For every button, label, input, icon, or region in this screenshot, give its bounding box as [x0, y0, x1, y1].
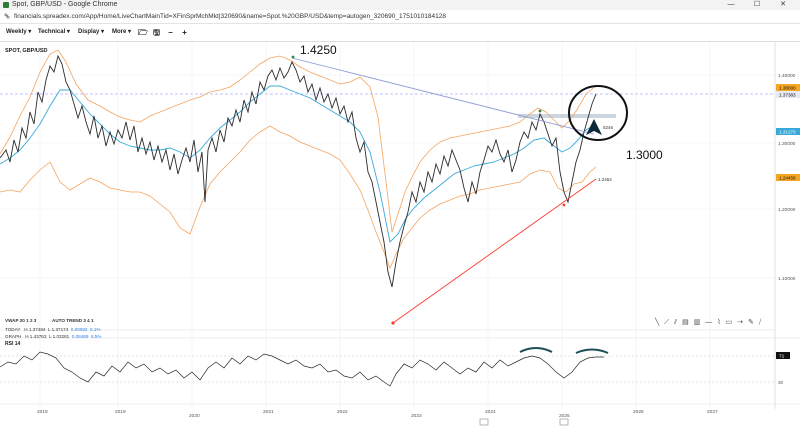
y-axis-label: 1.40000 — [778, 73, 796, 79]
fib-tool-icon[interactable]: ▤ — [682, 319, 689, 326]
menu-display[interactable]: Display ▾ — [78, 29, 105, 35]
folder-open-icon[interactable]: 🗁 — [138, 28, 148, 37]
rsi-arc-1 — [519, 347, 553, 353]
annotation-arrow: 5246 — [603, 125, 614, 130]
lower-badge — [776, 174, 800, 181]
menu-weekly[interactable]: Weekly ▾ — [6, 29, 32, 35]
bollinger-upper — [0, 49, 597, 233]
trend-level-label: 1.2464 — [598, 177, 612, 182]
menu-technical[interactable]: Technical ▾ — [38, 29, 70, 35]
rsi-value-badge — [776, 352, 790, 359]
minimize-icon[interactable]: — — [727, 1, 735, 8]
svg-text:1.37383: 1.37383 — [779, 93, 796, 98]
window-title-bar: Spot, GBP/USD - Google Chrome — ☐ ✕ — [0, 0, 800, 10]
hline-tool-icon[interactable]: — — [705, 319, 713, 326]
support-trendline — [392, 178, 597, 324]
swing-marker — [538, 109, 542, 113]
x-axis-label: 2027 — [707, 409, 718, 415]
x-axis-label: 2021 — [263, 409, 274, 415]
bollinger-lower — [0, 125, 597, 270]
last-price-badge — [776, 91, 800, 98]
svg-text:1.38000: 1.38000 — [779, 86, 796, 91]
pencil-tool-icon[interactable]: ✎ — [748, 319, 754, 326]
rsi-series — [0, 351, 604, 387]
legend-row-today: TODAY H 1.37484 L 1.37174 0.00082 0.1% — [5, 327, 101, 332]
calendar-icon[interactable] — [559, 418, 569, 426]
url-text[interactable]: financials.spreadex.com/App/Home/LiveCha… — [14, 13, 446, 20]
plus-icon[interactable]: + — [182, 28, 187, 37]
trend-anchor-mid — [562, 203, 566, 207]
measure-tool-icon[interactable]: ▥ — [693, 319, 701, 326]
x-axis-label: 2023 — [411, 413, 422, 419]
rsi-axis-label: 30 — [778, 380, 784, 385]
rsi-arc-2 — [575, 348, 609, 354]
highlight-circle — [568, 85, 628, 141]
legend-autotrend[interactable]: AUTO TREND 3 4 1 — [52, 318, 94, 323]
y-axis-label: 1.20000 — [778, 207, 796, 213]
rsi-label: RSI 14 — [5, 341, 21, 347]
svg-text:71: 71 — [779, 354, 785, 360]
x-axis-label: 2026 — [633, 409, 644, 415]
svg-text:1.24458: 1.24458 — [779, 176, 796, 181]
window-title: Spot, GBP/USD - Google Chrome — [12, 1, 118, 8]
channel-tool-icon[interactable]: ⫽ — [674, 319, 678, 326]
app-icon — [3, 2, 9, 8]
annotation-level: 1.3000 — [626, 148, 663, 162]
x-axis-label: 2024 — [485, 409, 496, 415]
x-axis-label: 2020 — [189, 413, 200, 419]
line-tool-icon[interactable]: ╲ — [655, 319, 660, 326]
close-icon[interactable]: ✕ — [780, 1, 786, 8]
x-axis-label: 2018 — [37, 409, 48, 415]
y-axis-label: 1.30000 — [778, 141, 796, 147]
x-axis-label: 2025 — [559, 413, 570, 419]
x-axis-label: 2022 — [337, 409, 348, 415]
rect-tool-icon[interactable]: ▭ — [725, 319, 733, 326]
legend-vwap[interactable]: VWAP 20 1 2 3 — [5, 318, 37, 323]
arrow-tool-icon[interactable]: ⇢ — [737, 319, 744, 326]
resistance-zone — [518, 114, 616, 118]
path-tool-icon[interactable]: ⌇ — [717, 319, 721, 326]
up-arrow-icon — [586, 119, 602, 135]
site-info-icon[interactable] — [4, 13, 10, 19]
delete-tool-icon[interactable]: ⧸ — [758, 319, 762, 326]
annotation-high: 1.4250 — [300, 43, 337, 57]
minus-icon[interactable]: − — [168, 28, 173, 37]
drawing-toolbar: ╲ ⟋ ⫽ ▤ ▥ — ⌇ ▭ ⇢ ✎ ⧸ — [655, 318, 764, 327]
high-marker — [291, 55, 295, 59]
chart-toolbar: Weekly ▾ Technical ▾ Display ▾ More ▾ 🗁 … — [0, 24, 800, 42]
y-axis-label: 1.10000 — [778, 276, 796, 282]
symbol-label: SPOT, GBP/USD — [5, 48, 48, 54]
menu-more[interactable]: More ▾ — [112, 29, 132, 35]
price-series — [0, 54, 597, 288]
address-bar[interactable]: financials.spreadex.com/App/Home/LiveCha… — [0, 10, 800, 24]
x-axis-label: 2019 — [115, 409, 126, 415]
trend-anchor-low — [391, 321, 395, 325]
ray-tool-icon[interactable]: ⟋ — [664, 319, 670, 326]
save-icon[interactable]: 🖫 — [153, 28, 160, 37]
upper-badge — [776, 84, 800, 91]
resistance-trendline — [291, 57, 595, 135]
calendar-icon[interactable] — [479, 418, 489, 426]
restore-icon[interactable]: ☐ — [753, 1, 761, 8]
legend-row-graph: GRAPH H 1.43763 L 1.03281 0.08469 6.5% — [5, 334, 102, 339]
vwap-badge — [776, 128, 800, 135]
svg-text:1.31273: 1.31273 — [779, 130, 796, 135]
price-chart[interactable]: 1.4250 1.3000 5246 1.2464 SPOT, GBP/USD … — [0, 42, 800, 429]
